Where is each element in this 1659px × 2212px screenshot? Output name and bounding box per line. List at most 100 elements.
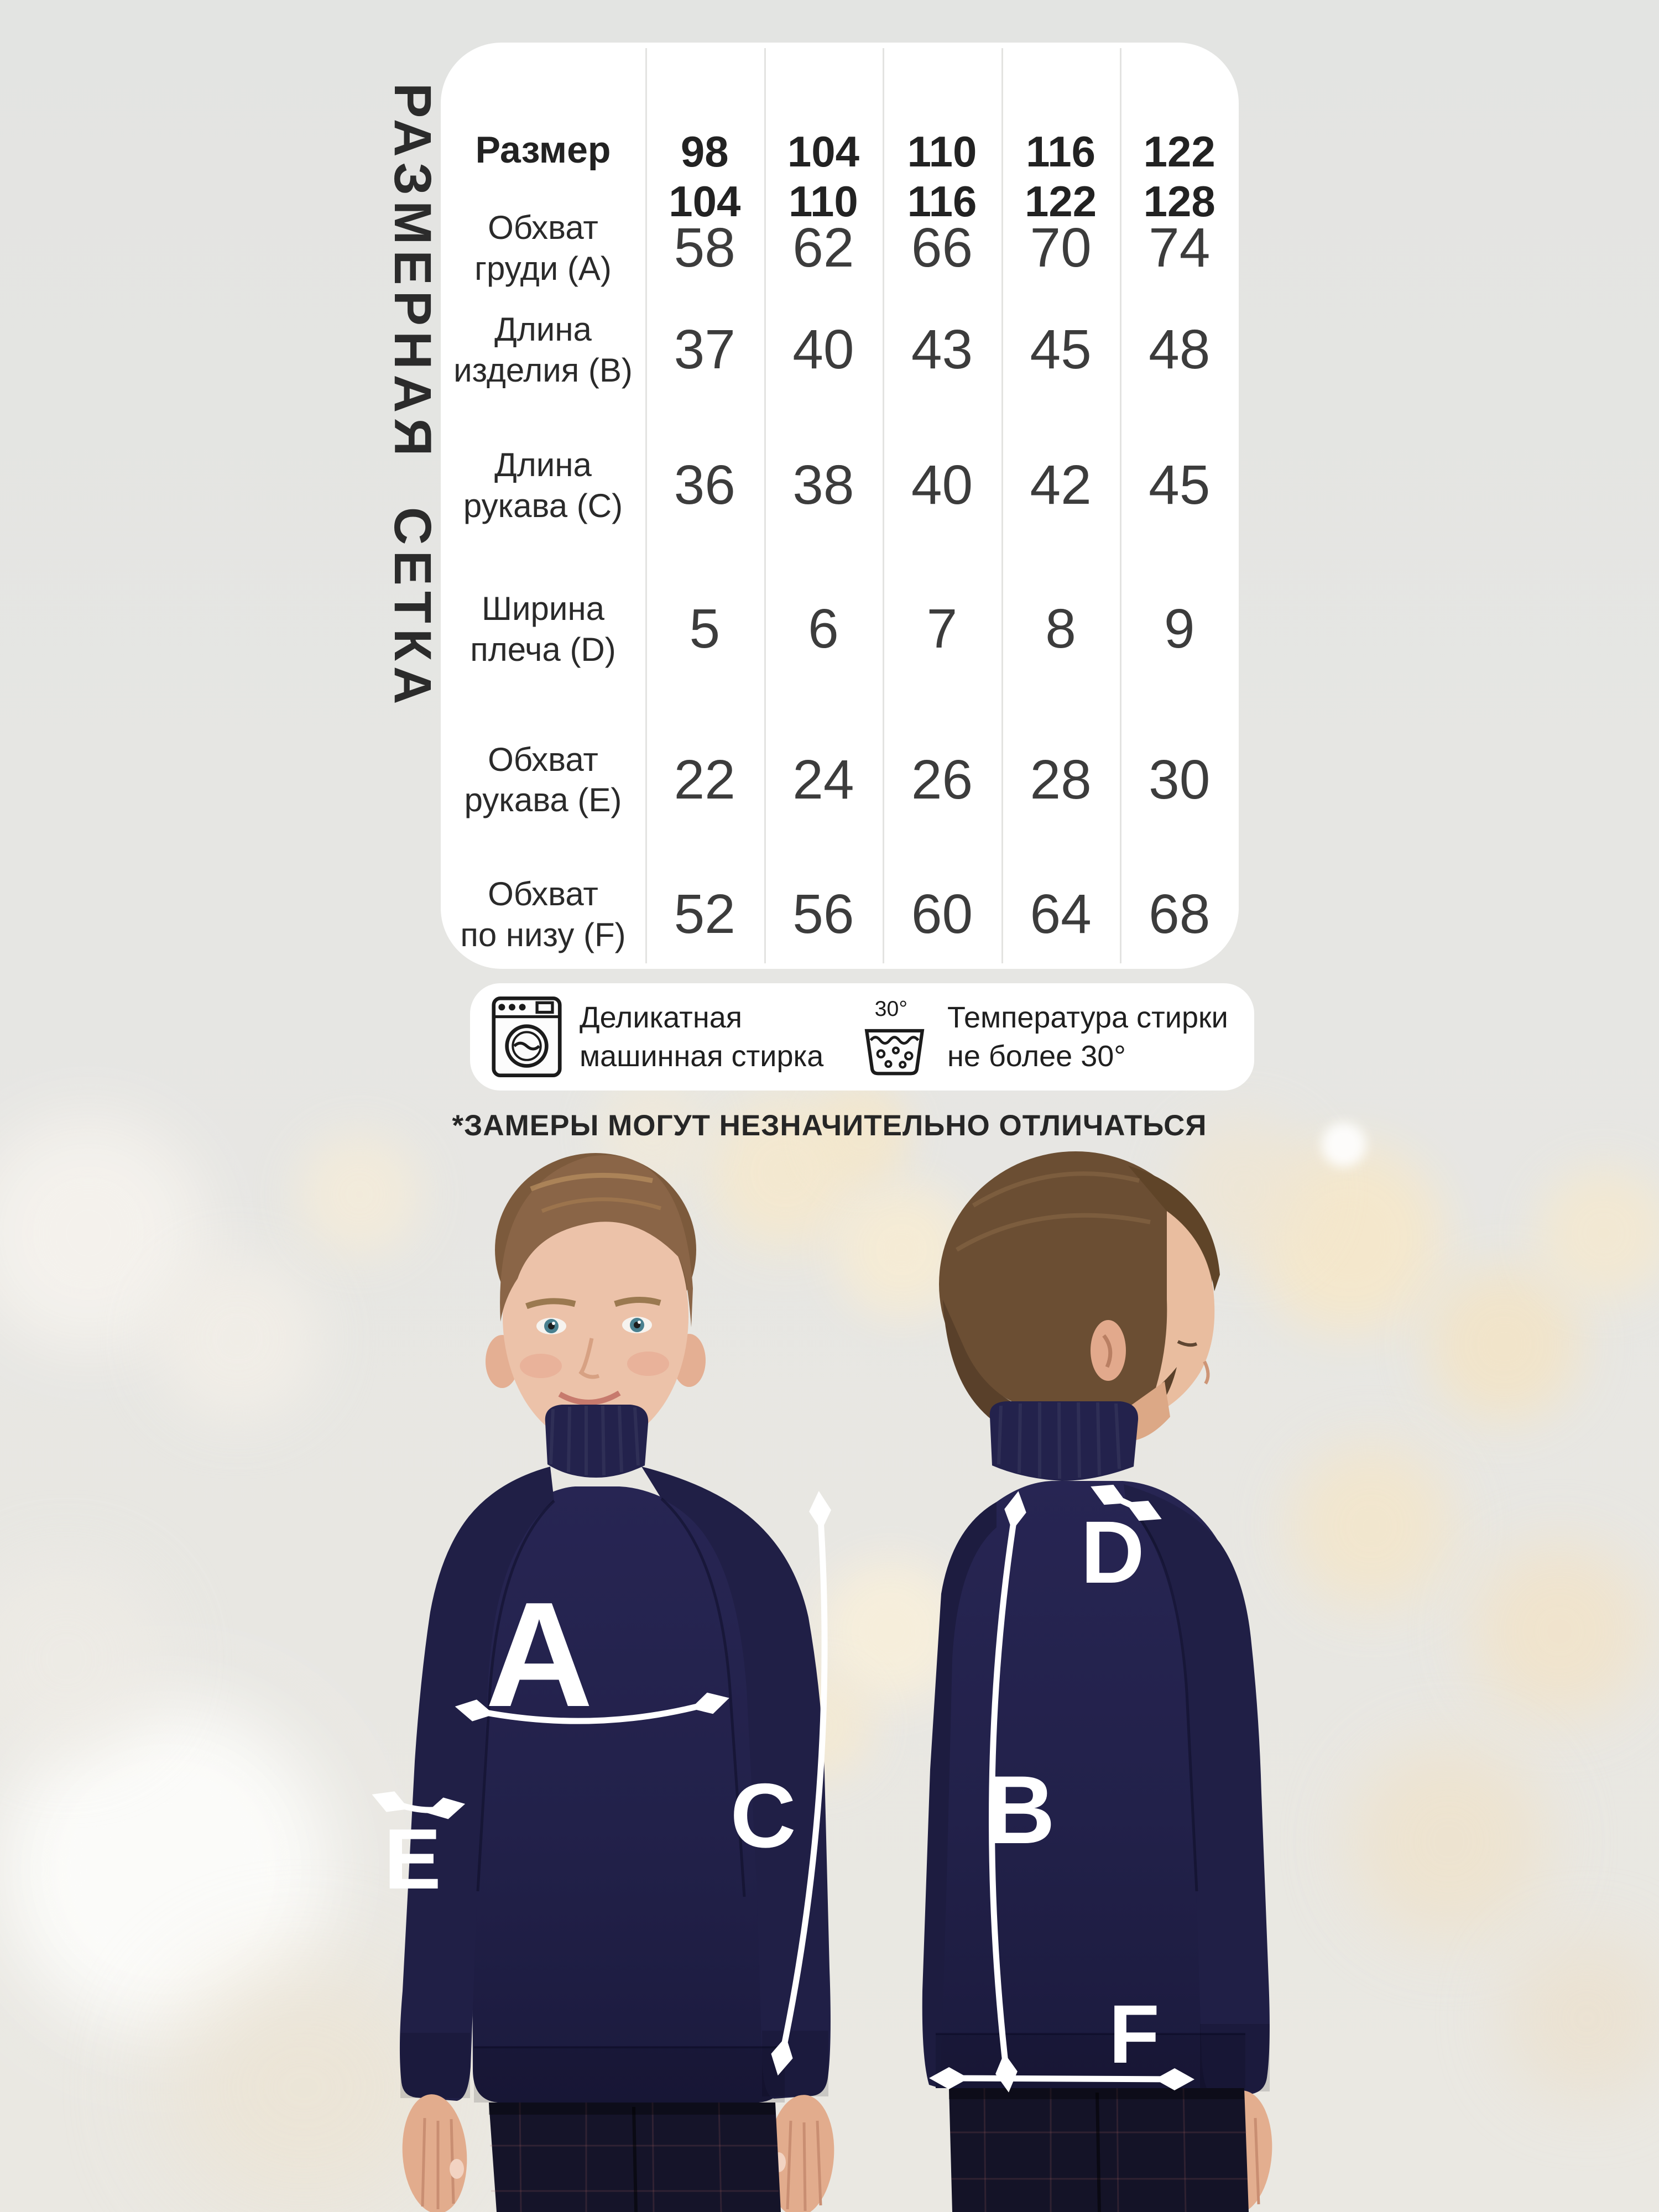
table-cell: 74: [1149, 217, 1211, 279]
temperature-badge: 30°: [875, 997, 907, 1021]
table-cell: 52: [674, 883, 735, 945]
table-cell: 40: [911, 454, 973, 516]
table-cell: 7: [926, 598, 958, 660]
row-label-sleeve-girth: Обхват рукава (E): [464, 740, 622, 818]
column-separator: [1001, 48, 1003, 963]
table-cell: 62: [792, 217, 854, 279]
front-boy-eye-right: [622, 1317, 652, 1333]
washing-machine-icon: [492, 996, 562, 1078]
measure-line-length-B: [989, 1491, 1026, 2093]
back-boy-nose-profile: [1203, 1360, 1210, 1385]
table-cell: 48: [1149, 319, 1211, 380]
care-instructions-card: Деликатная машинная стирка 30° Температу…: [470, 983, 1254, 1091]
front-boy-sweater-torso: [471, 1486, 785, 2103]
back-boy-neck: [1128, 1381, 1170, 1441]
front-boy-trousers: [489, 2102, 781, 2212]
front-boy-hem-band: [474, 2047, 785, 2103]
row-label-shoulder: Ширина плеча (D): [470, 590, 616, 668]
measure-line-shoulder-D: [1091, 1484, 1162, 1521]
care-label-temperature: Температура стирки не более 30°: [947, 1000, 1228, 1073]
measure-line-chest-A: [455, 1692, 729, 1724]
table-cell: 37: [674, 319, 735, 380]
wash-temperature-icon: 30°: [864, 997, 925, 1076]
back-boy-closed-eye: [1177, 1340, 1198, 1347]
row-label-chest: Обхват груди (A): [474, 209, 612, 287]
front-boy-hand-left: [402, 2094, 467, 2212]
hair-highlight: [955, 1171, 1151, 1252]
table-cell: 36: [674, 454, 735, 516]
front-boy-nose: [578, 1338, 600, 1379]
table-cell: 66: [911, 217, 973, 279]
table-cell: 40: [792, 319, 854, 380]
row-label-sleeve-length: Длина рукава (C): [463, 446, 623, 524]
back-boy-sleeve-right: [1124, 1484, 1270, 2096]
back-boy-sleeve-left: [922, 1502, 997, 2088]
front-boy-mouth: [558, 1390, 621, 1405]
table-cell: 70: [1030, 217, 1092, 279]
table-cell: 24: [792, 748, 854, 811]
row-label-bottom-girth: Обхват по низу (F): [460, 875, 626, 953]
size-table-card: Размер 98 104 104 110 110 116 116 122 12…: [441, 43, 1239, 969]
table-cell: 60: [911, 883, 973, 945]
table-cell: 26: [911, 748, 973, 811]
sleeve-seam: [660, 1498, 746, 1897]
measurement-letter-e: E: [384, 1811, 441, 1907]
column-separator: [1120, 48, 1121, 963]
cheek-blush: [627, 1352, 669, 1376]
table-cell: 6: [808, 598, 839, 660]
table-cell: 45: [1149, 454, 1211, 516]
measurement-disclaimer-note: *ЗАМЕРЫ МОГУТ НЕЗНАЧИТЕЛЬНО ОТЛИЧАТЬСЯ: [452, 1109, 1207, 1142]
front-boy-face: [503, 1186, 688, 1446]
measure-line-sleeve-girth-E: [372, 1791, 466, 1819]
collar-ribbing: [549, 1405, 640, 1476]
table-cell: 64: [1030, 883, 1092, 945]
care-item-machine-wash: Деликатная машинная стирка: [489, 983, 823, 1091]
table-cell: 8: [1045, 598, 1076, 660]
collar-ribbing: [997, 1402, 1121, 1479]
table-cell: 28: [1030, 748, 1092, 811]
row-label-length: Длина изделия (B): [453, 311, 633, 389]
sleeve-seam: [476, 1500, 555, 1892]
front-boy-collar: [545, 1405, 649, 1478]
measurement-letters: A C E D B F: [384, 1503, 1160, 2080]
front-boy-hand-right: [767, 2095, 834, 2212]
front-boy-eye-left: [536, 1318, 566, 1334]
care-item-temperature: 30° Температура стирки не более 30°: [857, 983, 1228, 1091]
front-boy-hair: [500, 1155, 693, 1327]
back-boy-face-profile: [1145, 1211, 1215, 1419]
front-boy-eyebrow-right: [614, 1297, 661, 1307]
back-boy-figure: [922, 1151, 1272, 2212]
table-cell: 58: [674, 217, 735, 279]
front-boy-cuff-left: [400, 2033, 470, 2098]
column-separator: [764, 48, 766, 963]
table-cell: 68: [1149, 883, 1211, 945]
measurement-letter-b: B: [985, 1756, 1055, 1864]
measure-line-bottom-F: [929, 2067, 1194, 2090]
table-cell: 38: [792, 454, 854, 516]
measurement-letter-c: C: [730, 1765, 796, 1866]
hair-highlight: [541, 1197, 662, 1213]
table-cell: 43: [911, 319, 973, 380]
table-cell: 45: [1030, 319, 1092, 380]
table-cell: 5: [689, 598, 721, 660]
back-boy-collar: [989, 1401, 1139, 1481]
front-boy-cuff-right: [762, 2031, 828, 2096]
measurement-annotations: [372, 1484, 1194, 2093]
cheek-blush: [520, 1354, 562, 1378]
front-boy-eyebrow-left: [525, 1298, 576, 1310]
table-cell: 42: [1030, 454, 1092, 516]
back-boy-trousers: [949, 2088, 1249, 2212]
measure-line-sleeve-C: [771, 1491, 831, 2076]
column-separator: [883, 48, 884, 963]
table-cell: 56: [792, 883, 854, 945]
front-boy-figure: [399, 1153, 834, 2212]
back-boy-cuff-right: [1200, 2024, 1270, 2091]
back-boy-head-hair: [939, 1151, 1212, 1417]
column-separator: [645, 48, 647, 963]
care-label-machine-wash: Деликатная машинная стирка: [580, 1000, 824, 1073]
table-cell: 30: [1149, 748, 1211, 811]
hair-highlight: [530, 1172, 653, 1192]
front-boy-sleeve-left: [399, 1467, 554, 2101]
